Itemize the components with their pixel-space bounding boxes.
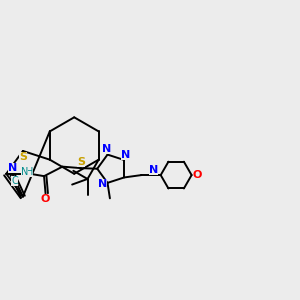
Text: N: N: [8, 163, 17, 173]
Text: N: N: [149, 165, 158, 175]
Text: N: N: [21, 167, 28, 177]
Text: N: N: [102, 144, 111, 154]
Text: O: O: [193, 170, 202, 180]
Text: N: N: [98, 179, 107, 189]
Text: H: H: [26, 167, 33, 177]
Text: S: S: [19, 152, 27, 163]
Text: O: O: [41, 194, 50, 204]
Text: N: N: [121, 150, 130, 160]
Text: C: C: [11, 176, 18, 186]
Text: S: S: [77, 157, 85, 166]
